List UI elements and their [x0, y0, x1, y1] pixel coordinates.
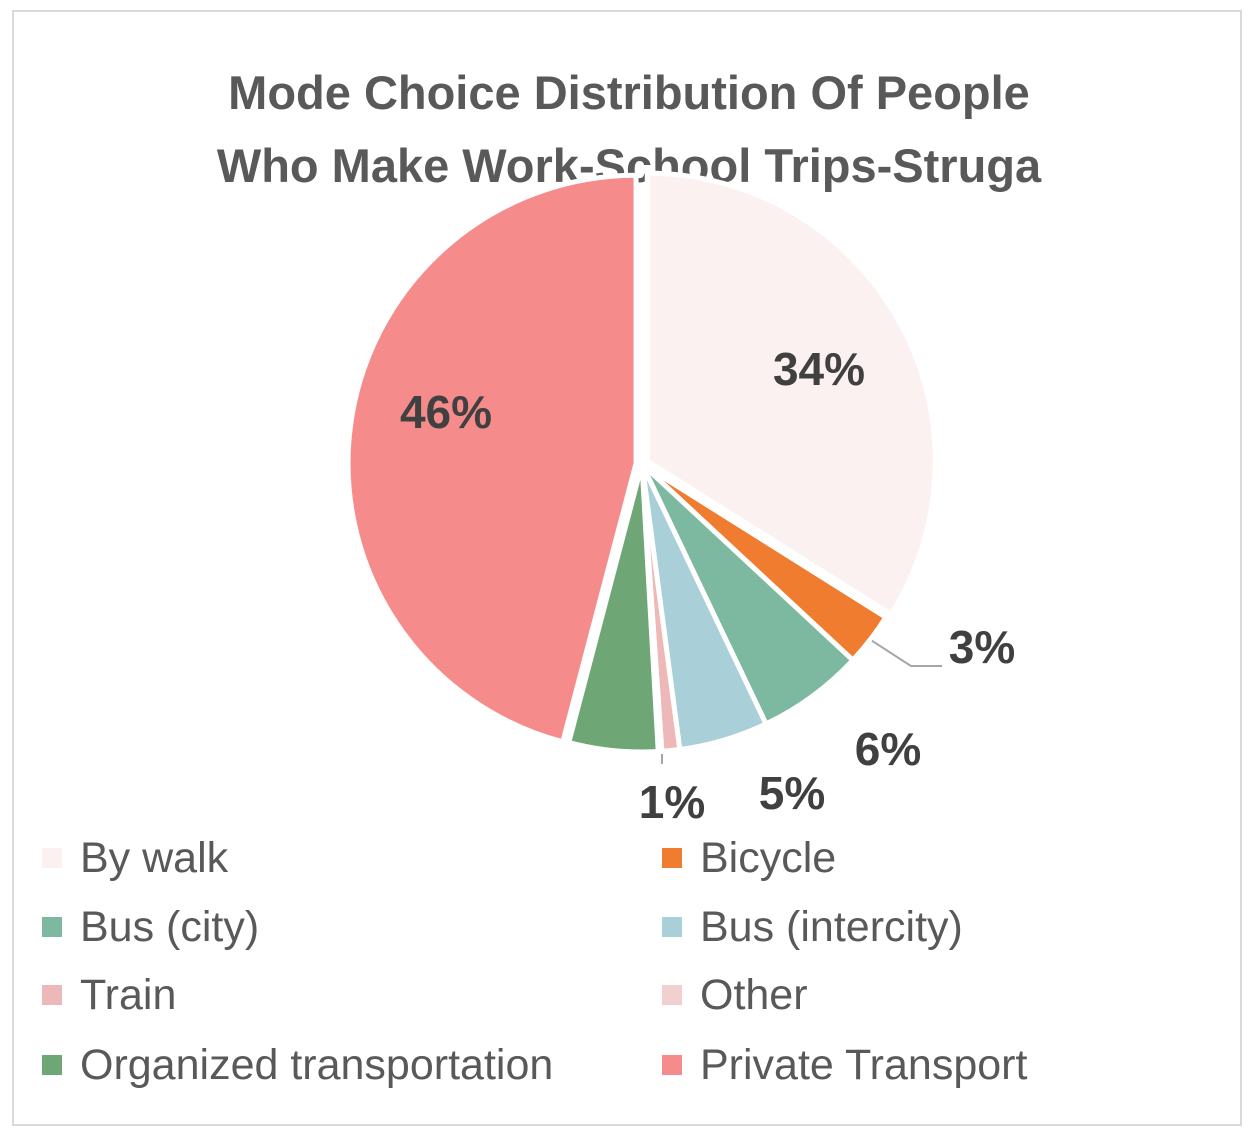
legend-item-organized-transportation: Organized transportation: [42, 1041, 553, 1089]
data-label-bicycle: 3%: [949, 621, 1015, 673]
legend-label-private-transport: Private Transport: [700, 1041, 1027, 1089]
legend-label-bus-intercity: Bus (intercity): [700, 903, 963, 951]
legend: By walk Bicycle Bus (city) Bus (intercity) T…: [42, 834, 1027, 1089]
data-label-bus-city: 6%: [855, 723, 921, 775]
legend-item-by-walk: By walk: [42, 834, 229, 882]
chart-title-line-1: Mode Choice Distribution Of People: [228, 66, 1030, 119]
leader-line-bicycle: [871, 639, 942, 667]
leader-lines: [661, 639, 942, 764]
legend-label-bicycle: Bicycle: [700, 834, 836, 882]
legend-swatch-by-walk: [42, 848, 62, 868]
pie-slice-organized-transportation: [566, 461, 661, 755]
pie-slice-private-transport: [345, 172, 639, 745]
data-label-bus-intercity: 5%: [759, 767, 825, 819]
legend-item-bus-city: Bus (city): [42, 903, 259, 951]
legend-label-other: Other: [700, 971, 808, 1019]
legend-swatch-bus-city: [42, 917, 62, 937]
legend-item-bus-intercity: Bus (intercity): [662, 903, 963, 951]
legend-label-train: Train: [80, 971, 176, 1019]
legend-swatch-bicycle: [662, 848, 682, 868]
pie-chart: Mode Choice Distribution Of People Who M…: [42, 66, 1042, 1089]
pie-slices: [345, 170, 938, 755]
legend-item-private-transport: Private Transport: [662, 1041, 1027, 1089]
legend-swatch-train: [42, 985, 62, 1005]
legend-item-train: Train: [42, 971, 176, 1019]
legend-swatch-other: [662, 985, 682, 1005]
legend-label-organized-transportation: Organized transportation: [80, 1041, 553, 1089]
data-labels: 34% 3% 6% 5% 1% 46%: [400, 343, 1015, 828]
legend-swatch-private-transport: [662, 1055, 682, 1075]
data-label-private-transport: 46%: [400, 386, 492, 438]
pie-slice-by-walk: [644, 170, 938, 617]
data-label-train: 1%: [639, 776, 705, 828]
legend-swatch-bus-intercity: [662, 917, 682, 937]
legend-item-other: Other: [662, 971, 808, 1019]
legend-swatch-organized-transportation: [42, 1055, 62, 1075]
chart-frame: Mode Choice Distribution Of People Who M…: [12, 10, 1242, 1126]
legend-label-by-walk: By walk: [80, 834, 229, 882]
data-label-by-walk: 34%: [773, 343, 865, 395]
legend-label-bus-city: Bus (city): [80, 903, 259, 951]
legend-item-bicycle: Bicycle: [662, 834, 836, 882]
